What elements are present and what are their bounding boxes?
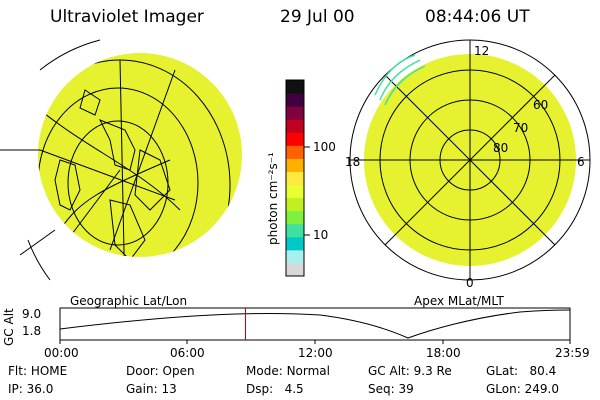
- status-glat: GLat: 80.4: [486, 364, 557, 378]
- mode-value: Normal: [286, 364, 330, 378]
- meridian-6: [59, 159, 171, 231]
- status-gain: Gain: 13: [126, 382, 177, 396]
- color-bar: [285, 79, 305, 277]
- coastline-1: [98, 119, 136, 171]
- colorbar-tick-100: 100: [313, 140, 336, 154]
- time-tick-0000: 00:00: [44, 346, 79, 360]
- date-label: 29 Jul 00: [280, 7, 355, 27]
- colorbar-unit: photon cm⁻²s⁻¹: [266, 152, 280, 245]
- time-tick-1200: 12:00: [298, 346, 333, 360]
- altitude-axis-label: GC Alt: [2, 308, 16, 346]
- status-gcalt: GC Alt: 9.3 Re: [368, 364, 452, 378]
- instrument-title: Ultraviolet Imager: [50, 7, 204, 27]
- glon-value: 249.0: [524, 382, 559, 396]
- geo-caption: Geographic Lat/Lon: [70, 294, 188, 308]
- colorbar-segment: [286, 210, 304, 225]
- geo-image-disk: [38, 53, 242, 257]
- mlt-label-18: 18: [345, 155, 361, 169]
- geographic-map: [0, 39, 242, 281]
- mlat-label-80: 80: [493, 141, 509, 155]
- coastline-3: [134, 149, 171, 211]
- colorbar-segment: [286, 119, 304, 133]
- time-tick-1800: 18:00: [426, 346, 461, 360]
- flt-value: HOME: [30, 364, 68, 378]
- status-door: Door: Open: [126, 364, 195, 378]
- colorbar-segment: [286, 184, 304, 199]
- time-label: 08:44:06 UT: [425, 7, 530, 27]
- altitude-curve: [59, 309, 571, 339]
- colorbar-segment: [286, 197, 304, 212]
- colorbar-segment: [286, 145, 304, 159]
- diag-line-2: [384, 74, 556, 246]
- mlt-label-0: 0: [466, 276, 474, 290]
- colorbar-segment: [286, 236, 304, 251]
- seq-value: 39: [398, 382, 414, 396]
- coastline-2: [54, 159, 81, 211]
- status-ip: IP: 36.0: [8, 382, 54, 396]
- coastline-4: [79, 89, 101, 116]
- mlt-label-12: 12: [474, 44, 490, 58]
- dsp-value: 4.5: [284, 382, 304, 396]
- colorbar-segment: [286, 171, 304, 186]
- colorbar-segment: [286, 93, 304, 107]
- altitude-tick-1-8: 1.8: [22, 324, 42, 338]
- coastline-5: [109, 199, 146, 257]
- door-value: Open: [162, 364, 195, 378]
- gain-value: 13: [161, 382, 177, 396]
- outer-arc-bottom: [27, 239, 51, 281]
- mlat-label-60: 60: [533, 98, 549, 112]
- status-mode: Mode: Normal: [246, 364, 330, 378]
- glat-value: 80.4: [529, 364, 557, 378]
- meridian-1: [39, 149, 176, 201]
- colorbar-segment: [286, 223, 304, 238]
- time-tick-0600: 06:00: [170, 346, 205, 360]
- apex-caption: Apex MLat/MLT: [414, 294, 504, 308]
- status-flt: Flt: HOME: [8, 364, 68, 378]
- colorbar-segment: [286, 158, 304, 172]
- colorbar-ticks: [304, 146, 310, 236]
- colorbar-segment: [286, 106, 304, 120]
- ip-value: 36.0: [26, 382, 54, 396]
- gcalt-value: 9.3 Re: [413, 364, 452, 378]
- mlt-label-6: 6: [577, 155, 585, 169]
- time-tick-2359: 23:59: [555, 346, 590, 360]
- altitude-tick-9: 9.0: [22, 307, 42, 321]
- mlat-label-70: 70: [513, 121, 529, 135]
- meridian-4: [109, 69, 176, 251]
- outer-arc-top: [39, 39, 101, 71]
- colorbar-segment: [286, 262, 304, 277]
- colorbar-segment: [286, 80, 304, 94]
- meridian-ext-2: [19, 229, 56, 256]
- status-dsp: Dsp: 4.5: [246, 382, 304, 396]
- lat-circle-2: [38, 87, 199, 257]
- altitude-plot: [59, 307, 571, 344]
- altitude-frame: [59, 307, 571, 341]
- status-glon: GLon: 249.0: [486, 382, 559, 396]
- status-seq: Seq: 39: [368, 382, 414, 396]
- colorbar-frame: [285, 79, 305, 277]
- apex-polar-map: [349, 39, 591, 281]
- auroral-contours: [374, 54, 426, 106]
- colorbar-segment: [286, 249, 304, 264]
- colorbar-tick-10: 10: [313, 228, 329, 242]
- colorbar-segment: [286, 132, 304, 146]
- meridian-3: [119, 59, 126, 257]
